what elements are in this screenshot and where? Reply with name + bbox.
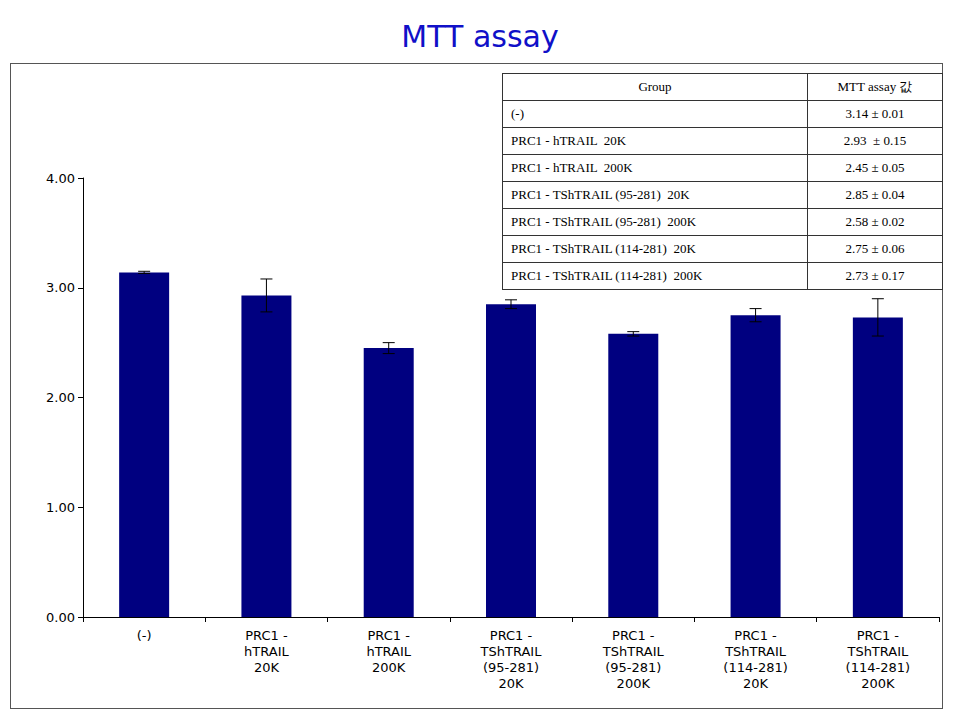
svg-text:2.00: 2.00 xyxy=(46,390,75,405)
svg-text:(-): (-) xyxy=(137,628,152,643)
svg-text:200K: 200K xyxy=(372,660,406,675)
svg-text:TShTRAIL: TShTRAIL xyxy=(602,644,665,659)
html-text:2.75 ± 0.06: 2.75 ± 0.06 xyxy=(845,241,905,256)
svg-text:PRC1 -: PRC1 - xyxy=(245,628,288,643)
svg-text:PRC1 -: PRC1 - xyxy=(734,628,777,643)
html-text:PRC1 - TShTRAIL (95-281) 20K: PRC1 - TShTRAIL (95-281) 20K xyxy=(511,187,690,202)
svg-text:hTRAIL: hTRAIL xyxy=(366,644,411,659)
svg-text:20K: 20K xyxy=(743,676,769,691)
html-text:PRC1 - hTRAIL 200K: PRC1 - hTRAIL 200K xyxy=(511,160,633,175)
svg-text:0.00: 0.00 xyxy=(46,610,75,625)
svg-text:(95-281): (95-281) xyxy=(605,660,661,675)
html-text:MTT assay 값: MTT assay 값 xyxy=(837,79,913,94)
svg-text:PRC1 -: PRC1 - xyxy=(490,628,533,643)
svg-text:hTRAIL: hTRAIL xyxy=(244,644,289,659)
svg-text:TShTRAIL: TShTRAIL xyxy=(724,644,787,659)
svg-text:(114-281): (114-281) xyxy=(723,660,787,675)
svg-text:1.00: 1.00 xyxy=(46,500,75,515)
svg-text:MTT assay: MTT assay xyxy=(401,19,558,54)
html-text:2.73 ± 0.17: 2.73 ± 0.17 xyxy=(845,268,905,283)
svg-text:TShTRAIL: TShTRAIL xyxy=(480,644,543,659)
svg-text:200K: 200K xyxy=(617,676,651,691)
svg-text:4.00: 4.00 xyxy=(46,171,75,186)
svg-text:PRC1 -: PRC1 - xyxy=(857,628,900,643)
html-text:2.58 ± 0.02: 2.58 ± 0.02 xyxy=(845,214,905,229)
svg-text:PRC1 -: PRC1 - xyxy=(368,628,411,643)
html-text:PRC1 - TShTRAIL (114-281) 200K: PRC1 - TShTRAIL (114-281) 200K xyxy=(511,268,703,283)
html-text:PRC1 - TShTRAIL (95-281) 200K: PRC1 - TShTRAIL (95-281) 200K xyxy=(511,214,697,229)
svg-text:20K: 20K xyxy=(498,676,524,691)
html-text:2.85 ± 0.04: 2.85 ± 0.04 xyxy=(845,187,905,202)
svg-text:3.00: 3.00 xyxy=(46,280,75,295)
html-text:PRC1 - TShTRAIL (114-281) 20K: PRC1 - TShTRAIL (114-281) 20K xyxy=(511,241,696,256)
svg-text:(114-281): (114-281) xyxy=(846,660,910,675)
svg-text:200K: 200K xyxy=(861,676,895,691)
html-text:2.93 ± 0.15: 2.93 ± 0.15 xyxy=(843,133,907,148)
svg-text:TShTRAIL: TShTRAIL xyxy=(846,644,909,659)
html-text:Group: Group xyxy=(638,79,672,94)
svg-text:PRC1 -: PRC1 - xyxy=(612,628,655,643)
html-text:3.14 ± 0.01: 3.14 ± 0.01 xyxy=(845,106,905,121)
html-text:2.45 ± 0.05: 2.45 ± 0.05 xyxy=(845,160,905,175)
svg-text:(95-281): (95-281) xyxy=(483,660,539,675)
svg-text:20K: 20K xyxy=(254,660,280,675)
html-text:PRC1 - hTRAIL 20K: PRC1 - hTRAIL 20K xyxy=(511,133,627,148)
